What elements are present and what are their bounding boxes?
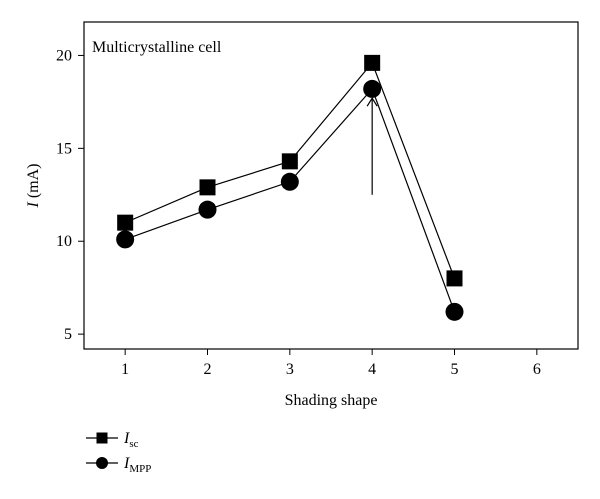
x-tick-label: 6 bbox=[533, 361, 541, 378]
x-tick-label: 3 bbox=[286, 361, 294, 378]
series-layer bbox=[116, 54, 464, 321]
square-marker bbox=[117, 214, 134, 231]
legend-label-symbol: I bbox=[123, 455, 130, 472]
square-marker bbox=[364, 54, 381, 71]
y-axis-ticks: 5 10 15 20 bbox=[56, 47, 84, 343]
y-axis-label: I (mA) bbox=[25, 164, 42, 209]
chart-annotation: Multicrystalline cell bbox=[92, 39, 222, 56]
x-axis-label: Shading shape bbox=[285, 392, 378, 409]
series-line-circle bbox=[124, 87, 456, 313]
legend-label-symbol: I bbox=[123, 430, 130, 447]
arrow-head bbox=[366, 97, 378, 107]
x-tick-label: 5 bbox=[451, 361, 459, 378]
annotation-arrow bbox=[366, 97, 378, 195]
square-marker bbox=[281, 153, 298, 170]
circle-marker bbox=[198, 200, 217, 219]
x-tick-label: 2 bbox=[204, 361, 212, 378]
legend-circle-marker bbox=[96, 457, 108, 469]
square-marker bbox=[446, 270, 463, 287]
legend-label: IMPP bbox=[123, 455, 151, 475]
x-tick-label: 1 bbox=[121, 361, 129, 378]
circle-marker bbox=[445, 302, 464, 321]
legend-label-subscript: sc bbox=[129, 438, 138, 450]
y-axis-label-symbol: I bbox=[25, 201, 42, 208]
x-axis-ticks: 1 2 3 4 5 6 bbox=[121, 349, 541, 378]
y-axis-label-unit: (mA) bbox=[25, 164, 42, 203]
square-marker bbox=[199, 179, 216, 196]
y-tick-label: 5 bbox=[64, 326, 72, 343]
x-tick-label: 4 bbox=[368, 361, 376, 378]
y-tick-label: 10 bbox=[56, 233, 72, 250]
plot-frame bbox=[83, 21, 579, 350]
circle-marker bbox=[280, 172, 299, 191]
circle-marker bbox=[363, 79, 382, 98]
legend-label: Isc bbox=[123, 430, 139, 450]
y-tick-label: 20 bbox=[56, 47, 72, 64]
y-tick-label: 15 bbox=[56, 140, 72, 157]
series-line-square bbox=[124, 61, 456, 279]
legend-label-subscript: MPP bbox=[129, 463, 151, 475]
legend-square-marker bbox=[96, 432, 108, 444]
circle-marker bbox=[116, 230, 135, 249]
